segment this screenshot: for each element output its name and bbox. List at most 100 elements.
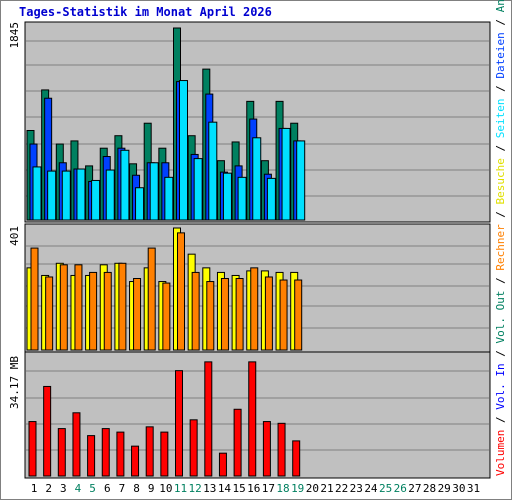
- seiten-bar-day-8: [135, 187, 145, 221]
- volumen-bar-day-13: [204, 361, 213, 477]
- legend-part-0: Volumen: [494, 430, 507, 476]
- legend-part-11: /: [494, 79, 507, 99]
- rechner-bar-day-19: [294, 279, 303, 351]
- seiten-bar-day-14: [222, 172, 232, 221]
- x-tick-label-day-11: 11: [174, 482, 187, 495]
- seiten-bar-day-10: [164, 176, 174, 221]
- volumen-bar-day-2: [43, 385, 52, 477]
- x-tick-label-day-8: 8: [133, 482, 140, 495]
- x-tick-label-day-16: 16: [247, 482, 260, 495]
- rechner-bar-day-5: [89, 271, 98, 351]
- x-tick-label-day-4: 4: [75, 482, 82, 495]
- legend-part-14: Anfragen: [494, 0, 507, 12]
- x-tick-label-day-21: 21: [320, 482, 333, 495]
- legend-part-3: /: [494, 344, 507, 364]
- seiten-bar-day-5: [91, 179, 101, 221]
- x-tick-label-day-23: 23: [350, 482, 363, 495]
- seiten-bar-day-12: [193, 158, 203, 221]
- y-axis-max-label-2: 401: [8, 226, 21, 246]
- rechner-bar-day-16: [250, 267, 259, 351]
- rechner-bar-day-2: [45, 276, 54, 351]
- seiten-bar-day-13: [208, 121, 218, 221]
- volumen-bar-day-9: [145, 426, 154, 477]
- x-tick-label-day-7: 7: [119, 482, 126, 495]
- x-tick-label-day-28: 28: [423, 482, 436, 495]
- rechner-bar-day-1: [30, 247, 39, 351]
- legend-part-1: /: [494, 410, 507, 430]
- x-tick-label-day-25: 25: [379, 482, 392, 495]
- x-tick-label-day-9: 9: [148, 482, 155, 495]
- x-tick-label-day-29: 29: [438, 482, 451, 495]
- rechner-bar-day-6: [103, 271, 112, 351]
- volumen-bar-day-12: [189, 419, 198, 477]
- volumen-bar-day-6: [101, 428, 110, 477]
- volumen-bar-day-7: [116, 431, 125, 477]
- rechner-bar-day-10: [162, 282, 171, 351]
- volumen-bar-day-17: [262, 421, 271, 477]
- x-tick-label-day-13: 13: [203, 482, 216, 495]
- chart-title: Tages-Statistik im Monat April 2026: [19, 5, 272, 19]
- seiten-bar-day-6: [105, 169, 115, 221]
- legend-part-9: /: [494, 138, 507, 158]
- volumen-bar-day-10: [160, 431, 169, 477]
- x-tick-label-day-24: 24: [364, 482, 378, 495]
- seiten-bar-day-19: [296, 140, 306, 221]
- y-axis-max-label-1: 1845: [8, 22, 21, 49]
- x-tick-label-day-31: 31: [467, 482, 480, 495]
- seiten-bar-day-2: [47, 170, 57, 221]
- volumen-bar-day-11: [175, 370, 183, 477]
- x-tick-label-day-12: 12: [189, 482, 202, 495]
- legend-part-10: Seiten: [494, 98, 507, 138]
- rechner-bar-day-9: [147, 247, 156, 351]
- x-tick-label-day-1: 1: [31, 482, 38, 495]
- rechner-bar-day-12: [191, 271, 200, 351]
- x-tick-label-day-2: 2: [45, 482, 52, 495]
- x-tick-label-day-3: 3: [60, 482, 67, 495]
- right-legend: Volumen / Vol. In / Vol. Out / Rechner /…: [494, 0, 507, 476]
- rechner-bar-day-15: [235, 278, 244, 351]
- volumen-bar-day-8: [131, 445, 140, 477]
- legend-part-13: /: [494, 12, 507, 32]
- volumen-bar-day-14: [218, 452, 227, 477]
- rechner-bar-day-8: [133, 278, 142, 351]
- rechner-bar-day-11: [177, 232, 185, 351]
- seiten-bar-day-15: [237, 176, 247, 221]
- seiten-bar-day-11: [179, 80, 188, 221]
- x-tick-label-day-10: 10: [159, 482, 172, 495]
- x-tick-label-day-30: 30: [452, 482, 465, 495]
- legend-part-5: /: [494, 271, 507, 291]
- x-tick-label-day-14: 14: [218, 482, 232, 495]
- rechner-bar-day-3: [59, 264, 68, 351]
- seiten-bar-day-1: [32, 166, 42, 221]
- legend-part-6: Rechner: [494, 224, 507, 271]
- x-tick-label-day-5: 5: [89, 482, 96, 495]
- volumen-bar-day-1: [28, 421, 37, 477]
- rechner-bar-day-7: [118, 262, 127, 351]
- volumen-bar-day-16: [248, 361, 257, 477]
- y-axis-max-label-3: 34.17 MB: [8, 356, 21, 409]
- x-tick-label-day-18: 18: [276, 482, 289, 495]
- volumen-bar-day-5: [87, 435, 96, 477]
- rechner-bar-day-14: [220, 278, 229, 351]
- legend-part-4: Vol. Out: [494, 291, 507, 344]
- volumen-bar-day-15: [233, 408, 242, 477]
- rechner-bar-day-18: [279, 279, 288, 351]
- rechner-bar-day-17: [264, 276, 273, 351]
- seiten-bar-day-18: [281, 127, 291, 221]
- rechner-bar-day-13: [206, 281, 215, 351]
- legend-part-8: Besuche: [494, 158, 507, 204]
- x-tick-label-day-19: 19: [291, 482, 304, 495]
- volumen-bar-day-18: [277, 422, 286, 477]
- x-tick-label-day-26: 26: [394, 482, 407, 495]
- legend-part-2: Vol. In: [494, 363, 507, 409]
- legend-part-7: /: [494, 204, 507, 224]
- seiten-bar-day-7: [120, 149, 130, 221]
- rechner-bar-day-4: [74, 264, 83, 351]
- x-tick-label-day-20: 20: [306, 482, 319, 495]
- volumen-bar-day-19: [292, 440, 301, 477]
- seiten-bar-day-3: [61, 170, 71, 221]
- seiten-bar-day-17: [266, 177, 276, 221]
- legend-part-12: Dateien: [494, 32, 507, 78]
- seiten-bar-day-9: [149, 162, 159, 221]
